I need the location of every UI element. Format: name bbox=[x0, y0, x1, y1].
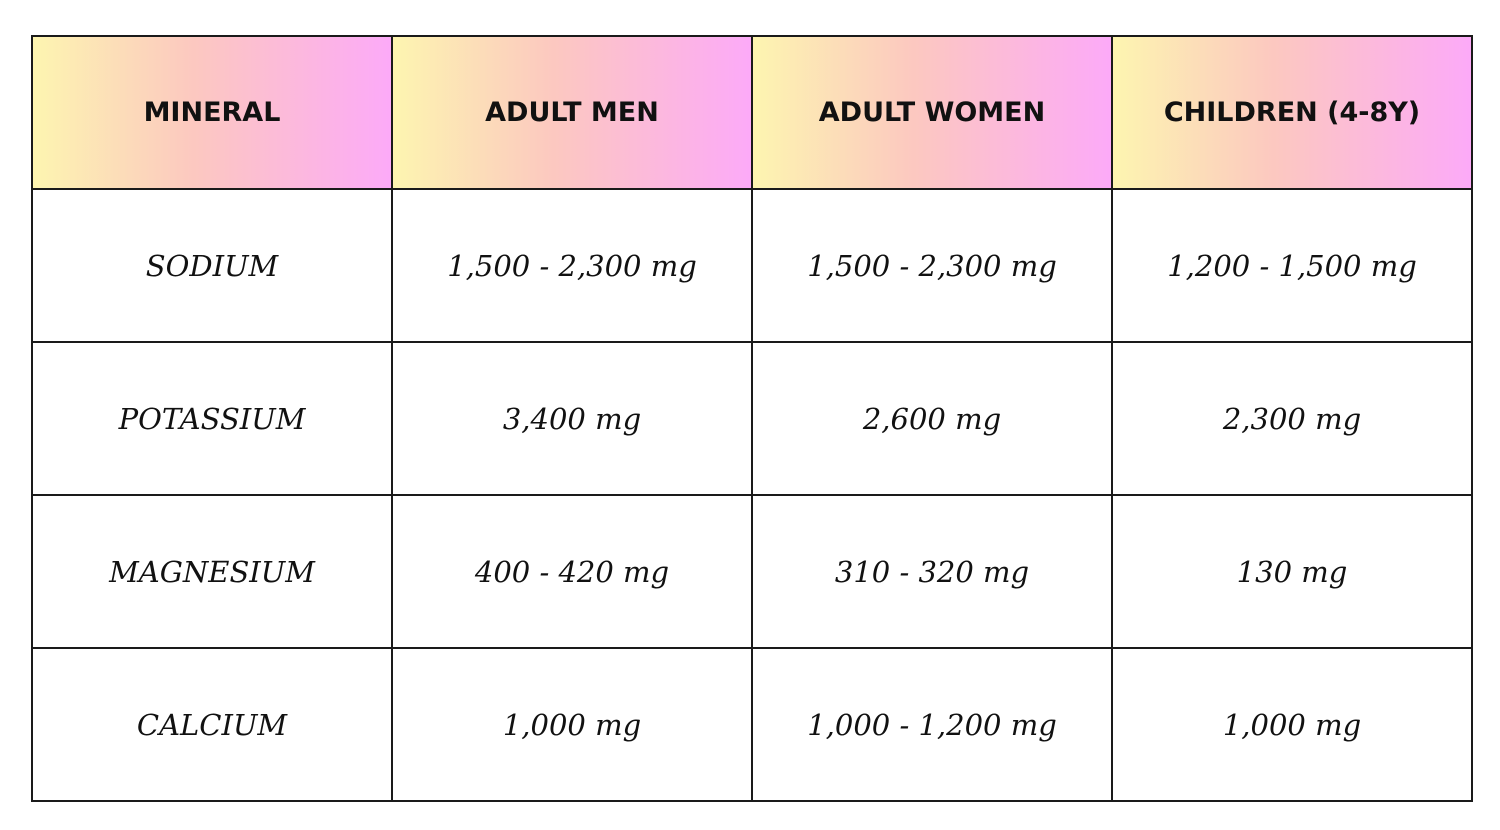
value-cell: 400 - 420 mg bbox=[391, 494, 753, 649]
value-cell: 3,400 mg bbox=[391, 341, 753, 496]
header-cell: MINERAL bbox=[31, 35, 393, 190]
value-cell: 1,500 - 2,300 mg bbox=[751, 188, 1113, 343]
table-row: POTASSIUM 3,400 mg 2,600 mg 2,300 mg bbox=[31, 341, 1473, 496]
value-cell: 310 - 320 mg bbox=[751, 494, 1113, 649]
value-cell: 1,000 mg bbox=[1111, 647, 1473, 802]
mineral-cell: POTASSIUM bbox=[31, 341, 393, 496]
value-cell: 2,600 mg bbox=[751, 341, 1113, 496]
value-cell: 1,000 mg bbox=[391, 647, 753, 802]
table-row: SODIUM 1,500 - 2,300 mg 1,500 - 2,300 mg 1,… bbox=[31, 188, 1473, 343]
table-body: SODIUM 1,500 - 2,300 mg 1,500 - 2,300 mg 1,… bbox=[31, 188, 1473, 802]
mineral-cell: MAGNESIUM bbox=[31, 494, 393, 649]
mineral-cell: CALCIUM bbox=[31, 647, 393, 802]
value-cell: 1,200 - 1,500 mg bbox=[1111, 188, 1473, 343]
value-cell: 130 mg bbox=[1111, 494, 1473, 649]
value-cell: 1,500 - 2,300 mg bbox=[391, 188, 753, 343]
header-cell: CHILDREN (4-8Y) bbox=[1111, 35, 1473, 190]
mineral-cell: SODIUM bbox=[31, 188, 393, 343]
header-cell: ADULT MEN bbox=[391, 35, 753, 190]
table-row: CALCIUM 1,000 mg 1,000 - 1,200 mg 1,000 mg bbox=[31, 647, 1473, 802]
value-cell: 2,300 mg bbox=[1111, 341, 1473, 496]
header-row: MINERAL ADULT MEN ADULT WOMEN CHILDREN (4-8… bbox=[31, 35, 1473, 190]
mineral-table: MINERAL ADULT MEN ADULT WOMEN CHILDREN (4-8… bbox=[31, 35, 1473, 802]
table-head: MINERAL ADULT MEN ADULT WOMEN CHILDREN (4-8… bbox=[31, 35, 1473, 190]
header-cell: ADULT WOMEN bbox=[751, 35, 1113, 190]
table-row: MAGNESIUM 400 - 420 mg 310 - 320 mg 130 mg bbox=[31, 494, 1473, 649]
value-cell: 1,000 - 1,200 mg bbox=[751, 647, 1113, 802]
